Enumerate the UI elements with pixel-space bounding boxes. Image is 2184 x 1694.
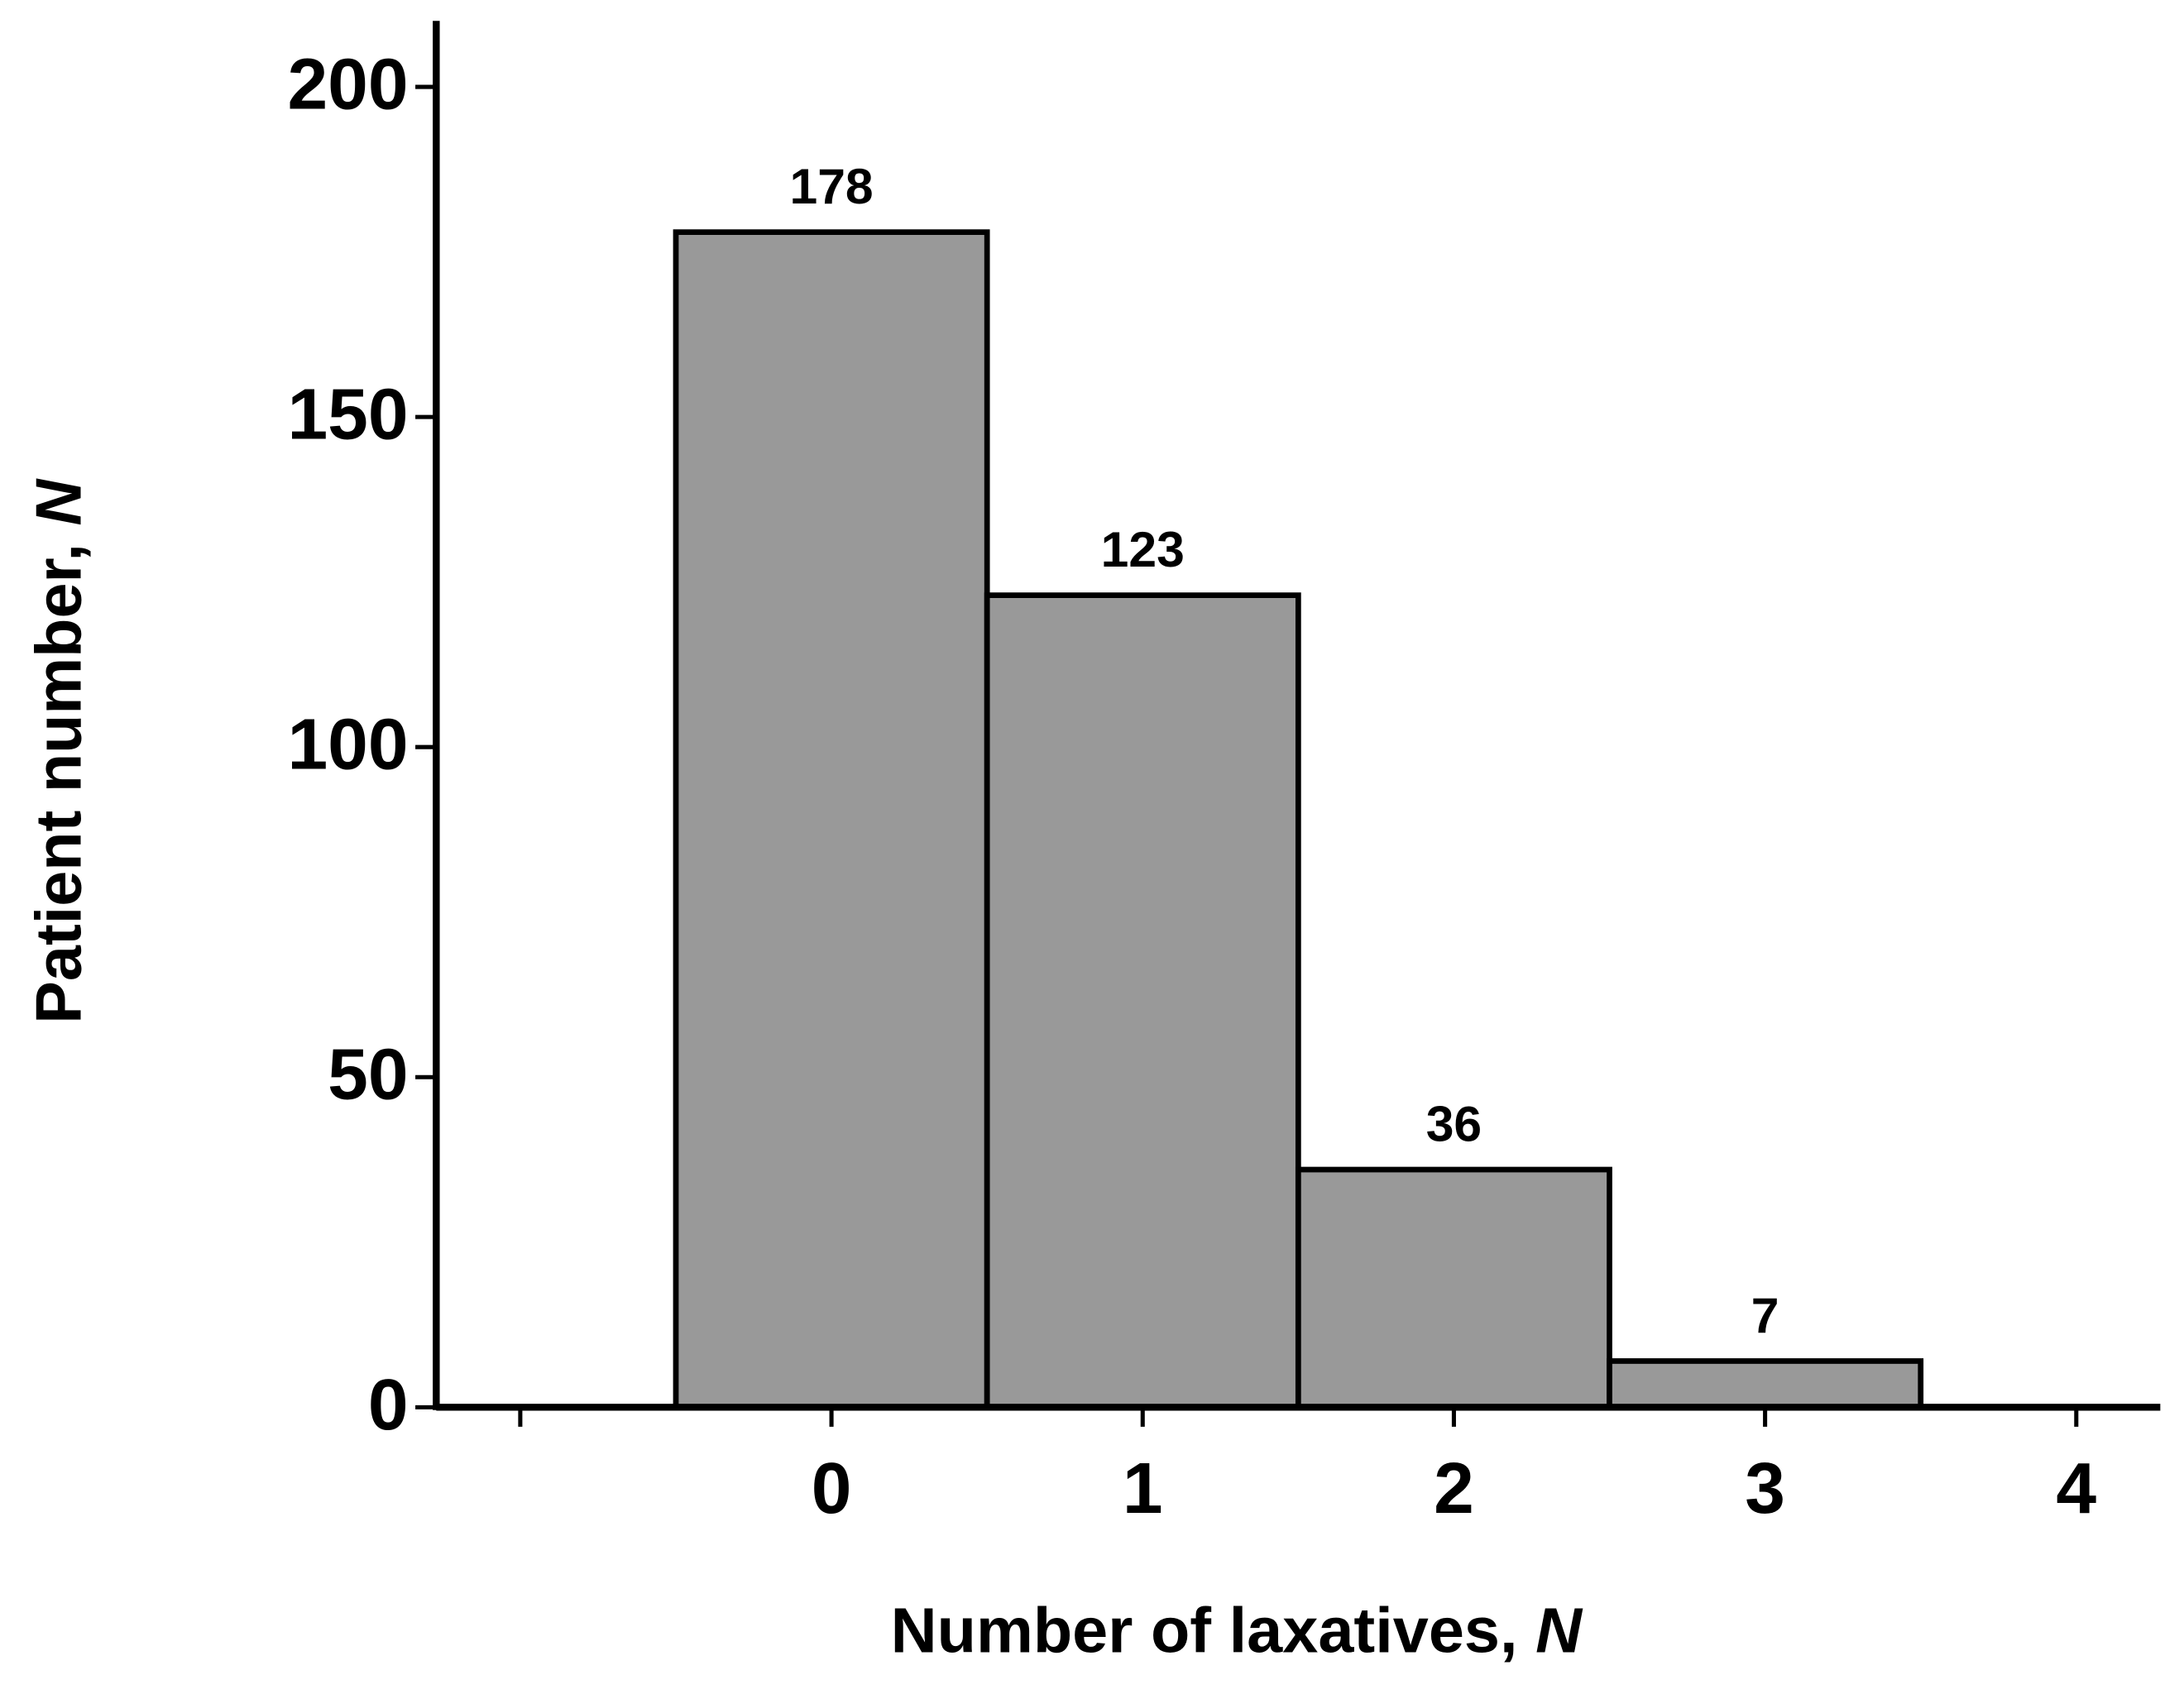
y-tick-label: 0 (368, 1364, 409, 1445)
x-axis-title-italic: N (1535, 1596, 1583, 1667)
y-axis-title-text: Patient number, (24, 526, 95, 1024)
x-axis-title: Number of laxatives, N (891, 1596, 1583, 1667)
x-tick-label: 1 (1123, 1448, 1163, 1529)
bar (1607, 1358, 1924, 1410)
x-tick-label: 0 (812, 1448, 852, 1529)
x-tick-label: 3 (1745, 1448, 1785, 1529)
data-label: 7 (1751, 1287, 1779, 1343)
y-tick-label: 200 (287, 44, 408, 125)
y-tick-label: 150 (287, 374, 408, 455)
y-axis-title-italic: N (24, 478, 95, 526)
x-tick-label: 2 (1434, 1448, 1474, 1529)
bar (1295, 1166, 1612, 1410)
x-axis-title-text: Number of laxatives, (891, 1596, 1535, 1667)
y-tick-label: 50 (328, 1034, 408, 1115)
data-label: 123 (1101, 521, 1185, 577)
bar (984, 592, 1301, 1410)
data-label: 178 (789, 158, 873, 214)
data-label: 36 (1426, 1096, 1482, 1152)
bar (673, 229, 990, 1410)
y-tick-label: 100 (287, 704, 408, 785)
y-axis-title: Patient number, N (24, 478, 95, 1024)
x-tick-label: 4 (2056, 1448, 2096, 1529)
